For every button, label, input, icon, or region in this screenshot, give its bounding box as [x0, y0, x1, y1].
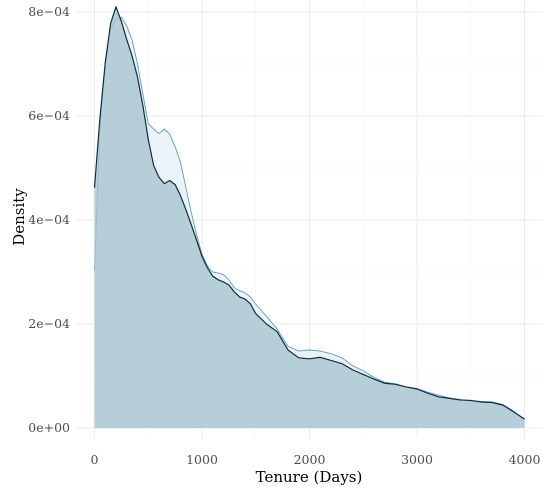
y-axis-ticks: 0e+00 2e−04 4e−04 6e−04 8e−04 [28, 4, 70, 435]
y-axis-title: Density [10, 188, 28, 246]
x-tick-label: 4000 [509, 452, 541, 467]
x-tick-label: 1000 [186, 452, 218, 467]
y-tick-label: 2e−04 [28, 316, 70, 331]
x-tick-label: 3000 [401, 452, 433, 467]
x-axis-title: Tenure (Days) [256, 468, 363, 486]
x-tick-label: 2000 [294, 452, 326, 467]
density-curves [93, 6, 525, 429]
density-line-2 [93, 6, 525, 420]
y-tick-label: 8e−04 [28, 4, 70, 19]
x-tick-label: 0 [91, 452, 99, 467]
density-area-2 [94, 6, 525, 429]
y-tick-label: 0e+00 [28, 420, 70, 435]
x-axis-ticks: 0 1000 2000 3000 4000 [91, 452, 541, 467]
y-tick-label: 6e−04 [28, 108, 70, 123]
y-tick-label: 4e−04 [28, 212, 70, 227]
density-line-1 [94, 16, 525, 421]
